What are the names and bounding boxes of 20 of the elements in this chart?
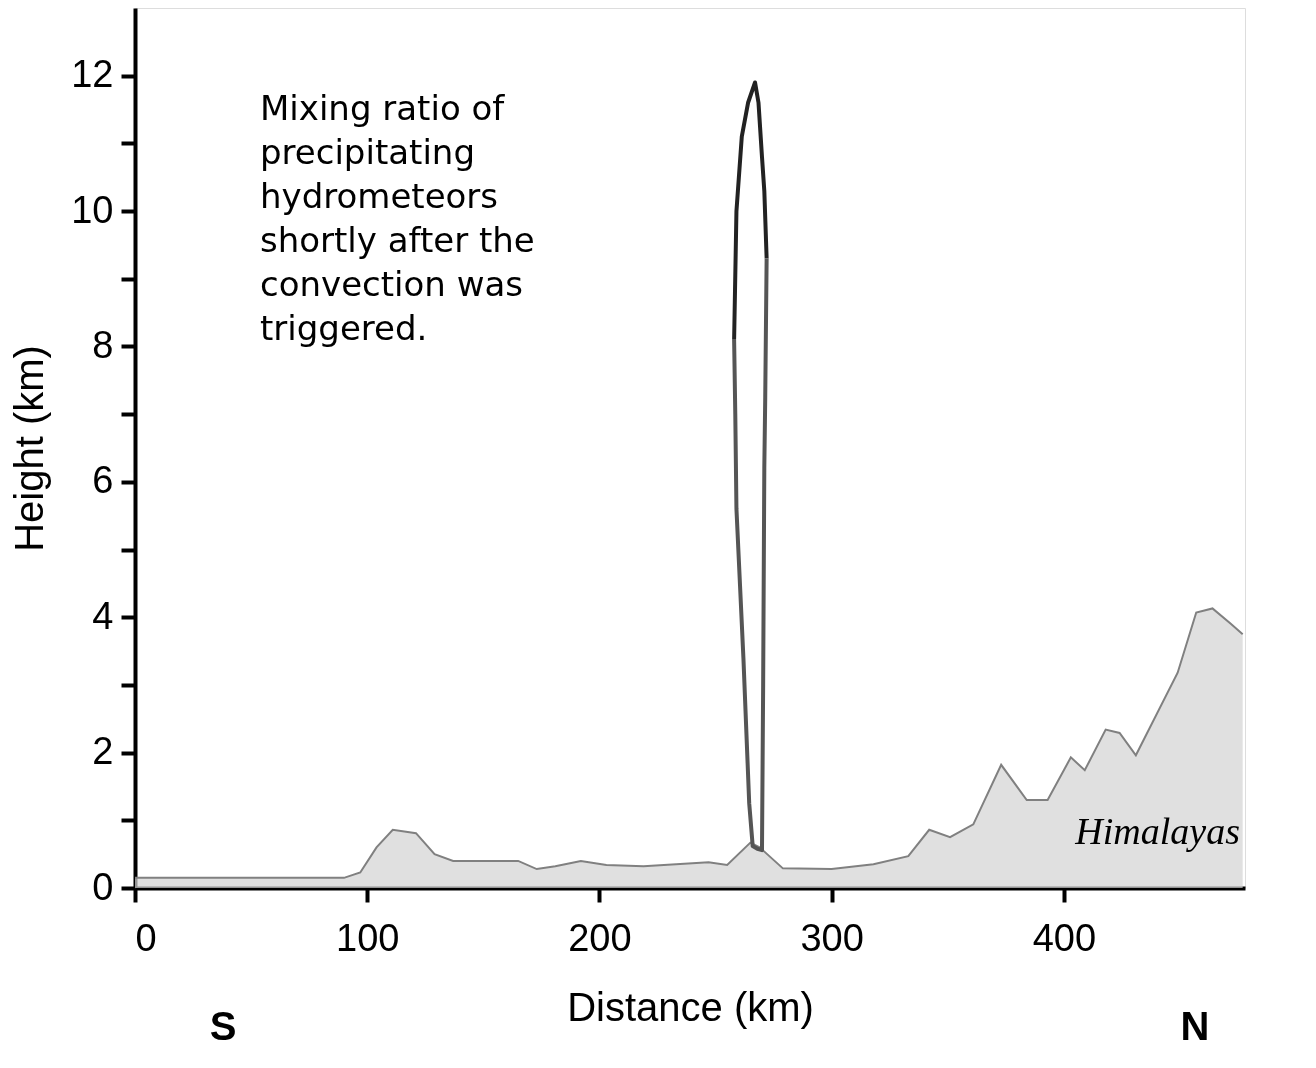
x-tick-label: 200 [568, 916, 632, 959]
y-tick-label: 6 [92, 459, 114, 502]
y-tick-label: 0 [92, 865, 114, 908]
x-tick-label: 300 [800, 916, 864, 959]
annotation: Mixing ratio of precipitating hydrometeors shortly after the convection was triggered. [260, 88, 535, 348]
x-tick-label: 400 [1032, 916, 1097, 959]
line-series [732, 80, 769, 342]
x-axis-title: Distance (km) [567, 984, 814, 1029]
annotation: Himalayas [1074, 810, 1240, 852]
y-tick-label: 10 [71, 188, 114, 231]
x-tick-label: 0 [135, 916, 157, 959]
x-tick-label: 100 [336, 916, 400, 959]
y-axis-title: Height (km) [7, 345, 52, 552]
text: N [1180, 1004, 1210, 1048]
y-tick-label: 4 [92, 594, 114, 637]
y-tick-label: 2 [92, 730, 114, 773]
y-tick-label: 12 [71, 53, 114, 96]
text: S [209, 1004, 237, 1048]
line-series [732, 256, 769, 853]
y-tick-label: 8 [92, 323, 114, 366]
